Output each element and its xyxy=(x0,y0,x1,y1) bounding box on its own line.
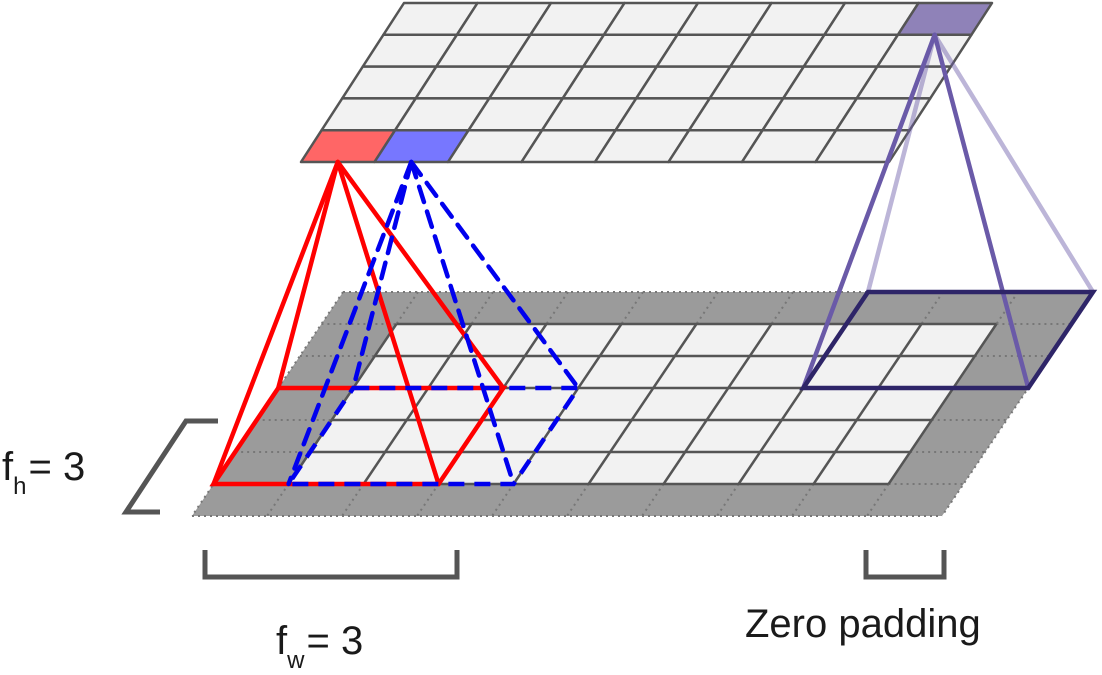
filter-width-bracket xyxy=(202,550,460,580)
red-receptive-field-edge xyxy=(335,159,441,487)
blue-receptive-field-edge xyxy=(286,159,414,487)
input-gridline xyxy=(362,323,473,485)
padding-gridline xyxy=(470,291,494,325)
filter-height-label: fh= 3 xyxy=(2,445,86,499)
red-receptive-field-edge xyxy=(335,159,506,391)
padding-gridline xyxy=(641,483,665,517)
filter-width-label: fw= 3 xyxy=(276,619,364,673)
purple-receptive-field-edge xyxy=(932,32,1031,391)
receptive-field-lines xyxy=(209,32,1098,487)
red-receptive-field-window xyxy=(209,385,508,487)
purple-receptive-field-edge xyxy=(801,32,937,391)
padding-gridline xyxy=(416,483,440,517)
filter-height-symbol: f xyxy=(2,445,14,489)
output-layer-grid xyxy=(299,1,994,164)
zero-padding-label: Zero padding xyxy=(745,602,981,646)
padding-gridline xyxy=(341,483,365,517)
filter-height-bracket xyxy=(121,418,218,515)
padding-gridline xyxy=(716,483,740,517)
padding-gridline xyxy=(491,483,515,517)
input-gridline xyxy=(812,323,923,485)
input-gridline xyxy=(587,323,698,485)
padding-gridline xyxy=(770,291,794,325)
purple-receptive-field-edge xyxy=(865,32,937,295)
padding-gridline xyxy=(566,483,590,517)
purple-receptive-field-window xyxy=(799,289,1098,391)
filter-height-value: = 3 xyxy=(28,445,86,489)
padding-gridline xyxy=(545,291,569,325)
input-gridline xyxy=(662,323,773,485)
red-receptive-field-edge xyxy=(276,159,340,391)
filter-width-subscript: w xyxy=(287,647,305,674)
padding-gridline xyxy=(866,483,890,517)
padding-gridline xyxy=(791,483,815,517)
red-receptive-field-edge xyxy=(211,159,340,487)
filter-width-value: = 3 xyxy=(306,619,364,663)
filter-height-subscript: h xyxy=(13,473,27,500)
padding-gridline xyxy=(920,291,944,325)
blue-receptive-field-edge xyxy=(409,159,581,391)
blue-receptive-field-edge xyxy=(409,159,516,487)
blue-receptive-field-window xyxy=(284,385,583,487)
purple-receptive-field-edge xyxy=(932,32,1096,295)
padding-gridline xyxy=(695,291,719,325)
padding-gridline xyxy=(620,291,644,325)
padding-gridline xyxy=(395,291,419,325)
dimension-brackets xyxy=(121,418,947,580)
blue-receptive-field-edge xyxy=(351,159,414,391)
filter-width-symbol: f xyxy=(276,619,288,663)
zero-padding-bracket xyxy=(863,550,947,580)
input-gridline xyxy=(887,323,998,485)
padding-gridline xyxy=(266,483,290,517)
